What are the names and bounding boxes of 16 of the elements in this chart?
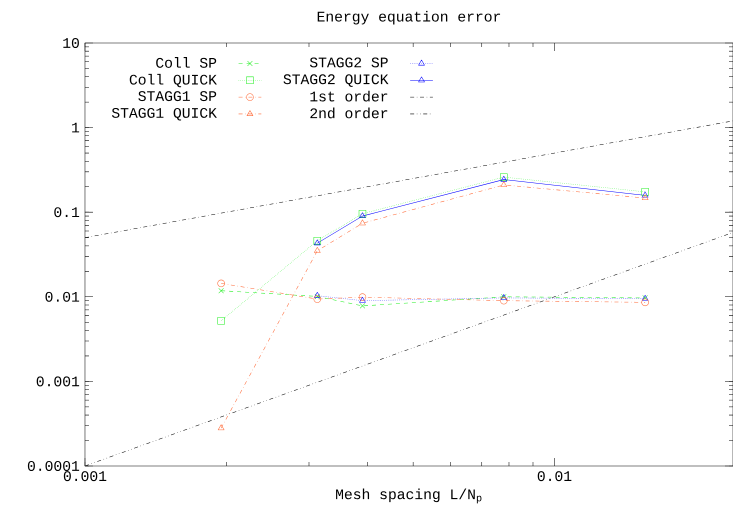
- legend-label: STAGG2 QUICK: [283, 74, 389, 87]
- y-tick-label: 0.001: [36, 376, 80, 386]
- chart-title: Energy equation error: [318, 10, 500, 24]
- x-axis-title: Mesh spacing L/N$_{p}$: [336, 488, 482, 504]
- legend-label: Coll SP: [156, 57, 216, 68]
- y-tick-label: 0.1: [54, 207, 80, 218]
- legend-label: 2nd order: [310, 108, 388, 118]
- y-tick-label: 10: [63, 38, 79, 48]
- legend-label: Coll QUICK: [130, 74, 217, 88]
- legend-label: STAGG1 QUICK: [112, 108, 217, 121]
- y-tick-label: 1: [72, 122, 80, 132]
- y-tick-label: 0.0001: [28, 461, 80, 471]
- legend-label: 1st order: [310, 90, 388, 102]
- legend-label: STAGG2 SP: [310, 57, 388, 68]
- legend-label: STAGG1 SP: [138, 91, 216, 102]
- y-tick-label: 0.01: [46, 292, 80, 302]
